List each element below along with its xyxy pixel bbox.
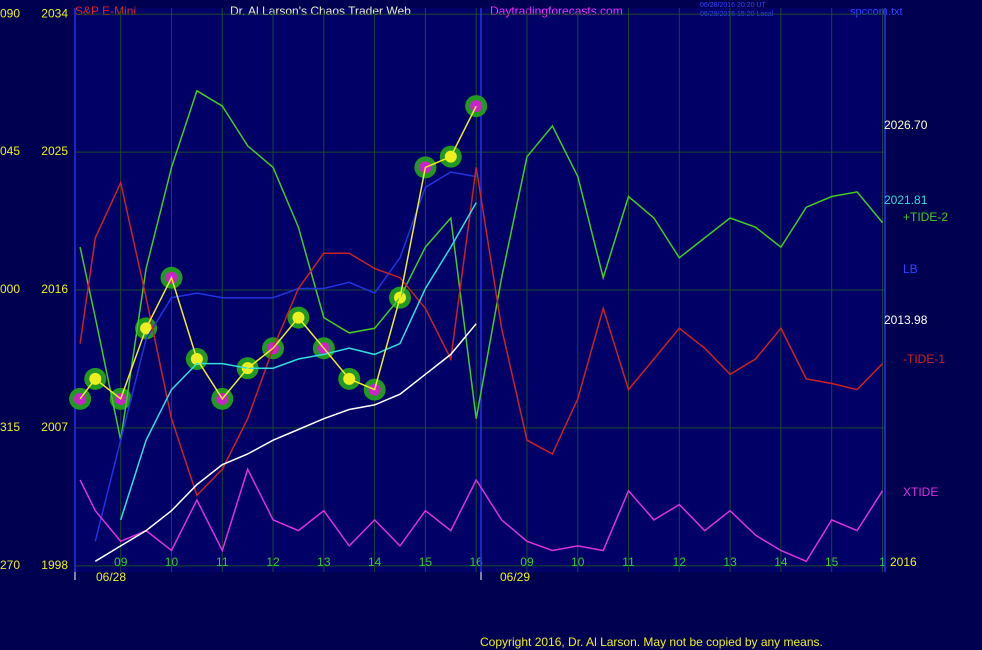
date-label: 06/29 bbox=[500, 570, 530, 584]
price-dot bbox=[74, 392, 87, 405]
x-tick-label: 14 bbox=[368, 555, 382, 569]
angle-label: 090 bbox=[0, 6, 20, 20]
series-line bbox=[79, 89, 884, 441]
price-label: 2021.81 bbox=[884, 193, 928, 207]
x-tick-label: 16 bbox=[470, 555, 484, 569]
legend-label: +TIDE-2 bbox=[903, 210, 948, 224]
series-line bbox=[79, 167, 884, 497]
date-label: 06/28 bbox=[96, 570, 126, 584]
y-tick-label: 1998 bbox=[41, 558, 68, 572]
x-tick-label: 15 bbox=[419, 555, 433, 569]
website: Daytradingforecasts.com bbox=[490, 4, 623, 18]
y-tick-label: 2034 bbox=[41, 6, 68, 20]
file-name: spccom.txt bbox=[850, 6, 903, 18]
y-tick-label: 2025 bbox=[41, 144, 68, 158]
price-label: 2013.98 bbox=[884, 313, 928, 327]
series-line bbox=[79, 467, 884, 563]
instrument: S&P E-Mini bbox=[75, 4, 136, 18]
angle-label: 000 bbox=[0, 282, 20, 296]
angle-label: 270 bbox=[0, 558, 20, 572]
x-tick-label: 11 bbox=[622, 555, 635, 569]
series-line bbox=[79, 105, 477, 401]
legend-label: LB bbox=[903, 262, 918, 276]
x-tick-label: 13 bbox=[723, 555, 737, 569]
x-tick-label: 13 bbox=[317, 555, 331, 569]
x-tick-label: 15 bbox=[825, 555, 839, 569]
x-tick-label: 09 bbox=[520, 555, 534, 569]
angle-label: 315 bbox=[0, 420, 20, 434]
legend-label: -TIDE-1 bbox=[903, 352, 945, 366]
price-dot bbox=[470, 100, 483, 113]
price-label: 2026.70 bbox=[884, 118, 928, 132]
series-line bbox=[119, 202, 477, 521]
series-line bbox=[94, 323, 477, 562]
timestamp: 06/28/2016 20:20 UT bbox=[700, 2, 766, 9]
chart-title: Dr. Al Larson's Chaos Trader Web bbox=[230, 4, 411, 18]
angle-label: 045 bbox=[0, 144, 20, 158]
series-line bbox=[94, 171, 477, 542]
x-tick-label: 10 bbox=[571, 555, 585, 569]
y-tick-label: 2016 bbox=[41, 282, 68, 296]
x-tick-label: 14 bbox=[774, 555, 788, 569]
x-tick-label: 1 bbox=[879, 555, 886, 569]
year-label: 2016 bbox=[890, 555, 917, 569]
x-tick-label: 10 bbox=[165, 555, 179, 569]
copyright: Copyright 2016, Dr. Al Larson. May not b… bbox=[480, 635, 823, 649]
x-tick-label: 12 bbox=[266, 555, 280, 569]
x-tick-label: 09 bbox=[114, 555, 128, 569]
y-tick-label: 2007 bbox=[41, 420, 68, 434]
x-tick-label: 12 bbox=[673, 555, 687, 569]
legend-label: XTIDE bbox=[903, 485, 938, 499]
x-tick-label: 11 bbox=[216, 555, 229, 569]
